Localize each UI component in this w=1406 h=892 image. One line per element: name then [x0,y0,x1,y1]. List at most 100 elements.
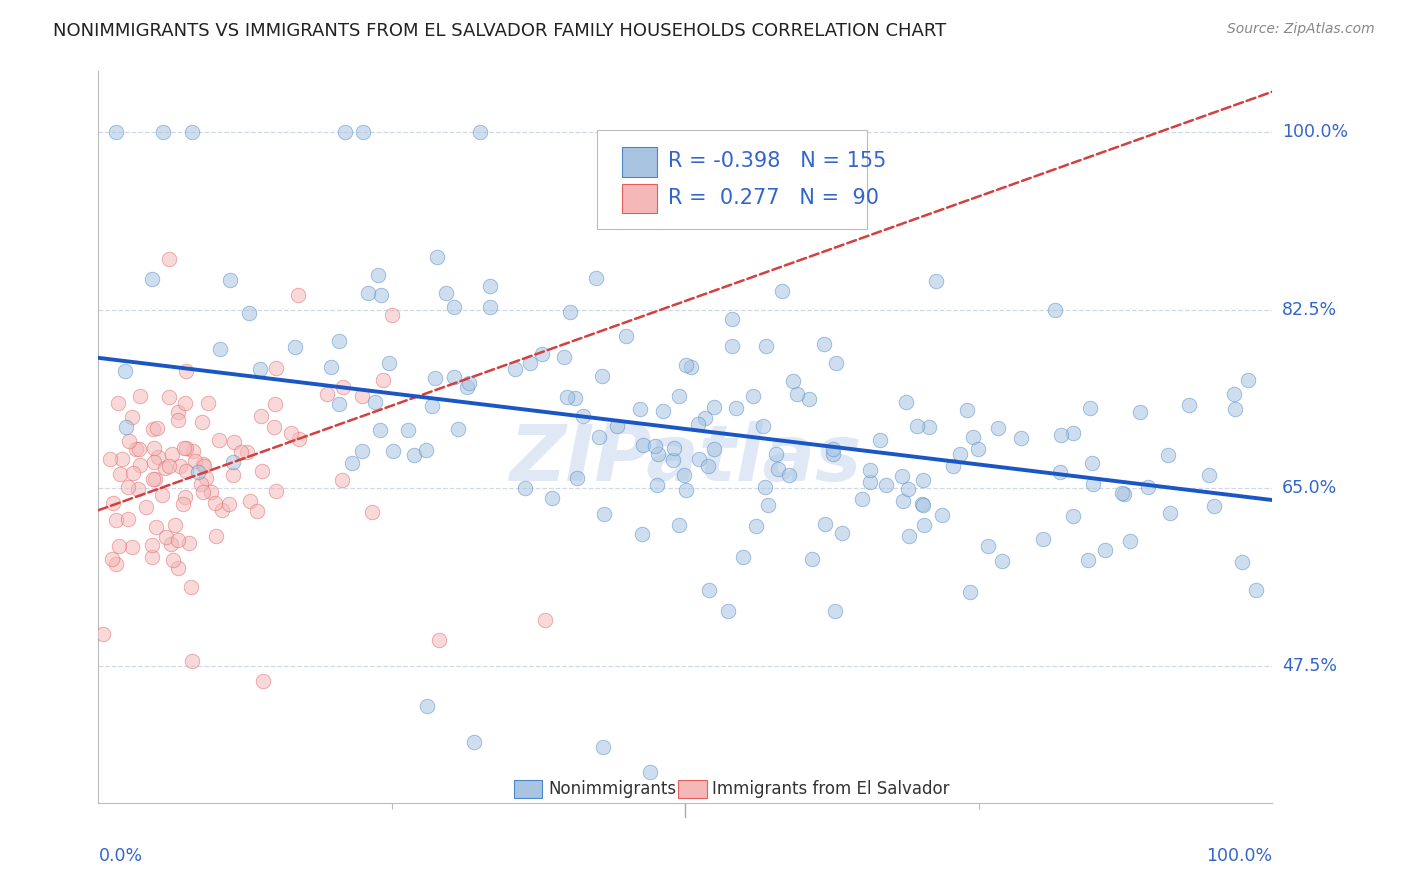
Point [180,581,202,595]
Point [121,409,143,424]
Point [434,285,457,300]
Point [697,459,720,474]
Point [786,386,808,401]
Point [897,529,920,543]
Text: 100.0%: 100.0% [1282,123,1348,141]
Point [352,125,374,139]
Point [869,433,891,447]
Point [647,447,669,461]
Point [463,735,485,749]
Point [420,399,443,413]
Point [894,395,917,409]
Point [370,288,392,302]
Point [801,552,824,566]
Point [720,312,742,326]
FancyBboxPatch shape [678,780,707,797]
Point [288,432,311,446]
Point [427,633,450,648]
Point [875,477,897,491]
Point [702,442,724,457]
Point [107,395,129,409]
Point [588,430,610,444]
Point [150,488,173,502]
Point [117,480,139,494]
Point [912,518,935,533]
Point [396,423,419,437]
Point [766,462,789,476]
Text: Nonimmigrants: Nonimmigrants [548,780,676,798]
Point [911,497,934,511]
Point [731,550,754,565]
Point [195,471,218,485]
Point [756,499,779,513]
Point [1094,543,1116,558]
Point [402,448,425,462]
Point [222,455,245,469]
Point [1223,401,1246,416]
Point [813,337,835,351]
Point [121,467,143,481]
Point [98,451,121,466]
Point [1204,499,1226,513]
Point [231,445,253,459]
Point [959,584,981,599]
Point [541,491,564,506]
Point [859,475,882,490]
Point [1062,426,1084,441]
Text: 100.0%: 100.0% [1206,847,1272,864]
Point [912,473,935,487]
Point [145,520,167,534]
Point [1081,457,1104,471]
Point [141,538,163,552]
Point [415,443,437,458]
Point [591,369,613,384]
Point [252,464,274,478]
Point [141,550,163,565]
Point [631,438,654,452]
Point [991,554,1014,568]
Point [531,347,554,361]
Point [585,271,607,285]
Point [184,454,207,468]
Point [1223,387,1246,401]
Point [191,457,214,471]
Point [157,252,180,267]
Point [368,423,391,437]
Point [174,464,197,478]
Point [218,497,240,511]
Point [1078,401,1101,415]
Point [1230,555,1253,569]
Point [264,361,287,376]
Point [1159,506,1181,520]
Point [614,329,637,343]
Point [956,402,979,417]
Point [918,419,941,434]
Point [557,390,579,404]
Point [152,125,174,139]
Point [328,334,350,349]
Point [129,458,152,473]
Point [1112,486,1135,500]
Point [111,452,134,467]
Text: R =  0.277   N =  90: R = 0.277 N = 90 [668,188,879,208]
Point [191,415,214,429]
Point [239,494,262,508]
Point [823,442,845,456]
Point [165,517,187,532]
Point [174,441,197,455]
Point [606,418,628,433]
Point [931,508,953,522]
Point [675,483,697,498]
Point [181,125,204,139]
FancyBboxPatch shape [621,147,657,177]
Point [357,286,380,301]
Point [651,404,673,418]
Point [104,513,127,527]
Point [553,351,575,365]
Point [1083,477,1105,491]
Point [458,376,481,391]
Point [533,613,555,627]
Point [155,531,177,545]
Point [821,447,844,461]
Point [644,439,666,453]
